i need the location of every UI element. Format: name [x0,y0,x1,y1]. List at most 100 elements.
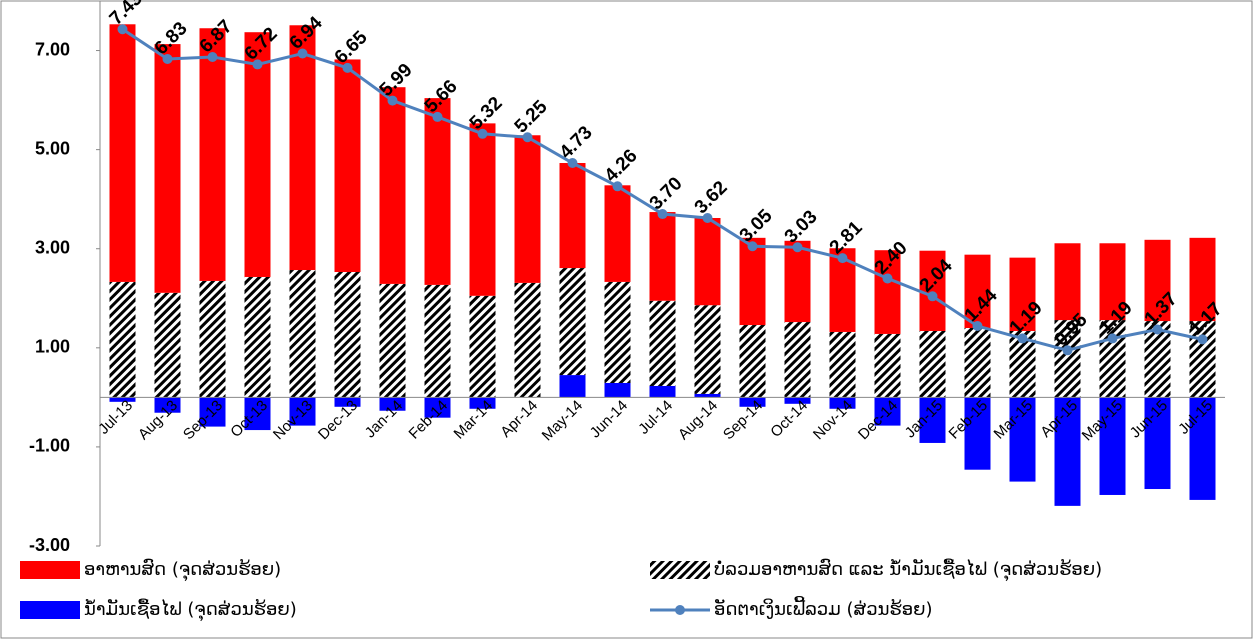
bar [649,300,676,386]
bar [199,397,226,427]
line-marker [342,62,353,73]
bar [1144,397,1171,490]
bar [424,98,451,285]
bar [829,397,856,409]
line-marker [702,213,713,224]
x-tick-label: Aug-14 [675,397,721,443]
bar [469,397,496,409]
line-marker [612,181,623,192]
bar [874,333,901,398]
bar [829,331,856,398]
line-marker [837,253,848,264]
bar [1054,243,1081,321]
line-marker [162,53,173,64]
bar [199,28,226,281]
line-marker [657,209,668,220]
bar [1144,239,1171,322]
line-marker [972,321,983,332]
bar [424,397,451,418]
y-tick-label: 7.00 [35,39,70,59]
bar [604,185,631,282]
bar [334,397,361,407]
bar [694,305,721,394]
x-tick-label: Jul-14 [635,397,676,438]
bar [964,397,991,470]
legend-swatch [20,561,80,579]
bar [289,397,316,426]
line-marker [1017,333,1028,344]
bar [1054,320,1081,398]
bar [559,163,586,269]
bar [1189,397,1216,500]
bar [649,212,676,301]
line-marker [1197,334,1208,345]
data-label: 5.25 [511,96,552,137]
bar [604,382,631,398]
bar [109,24,136,282]
bar [739,397,766,407]
line-marker [477,128,488,139]
legend-label: ອັດຕາເງິນເຟີ້ລວມ (ສ່ວນຮ້ອຍ) [714,597,933,620]
bar [154,292,181,398]
bar [289,270,316,398]
bar [244,397,271,431]
bar [379,397,406,411]
bar [1054,397,1081,506]
bar [514,135,541,283]
bar [1099,243,1126,321]
line-marker [747,241,758,252]
data-label: 3.62 [691,177,732,218]
bar [919,397,946,443]
bar [1099,320,1126,398]
line-marker [567,158,578,169]
y-tick-label: -1.00 [29,436,70,456]
line-marker [1107,333,1118,344]
bar [559,375,586,398]
bar [199,280,226,398]
x-tick-label: May-14 [539,397,586,444]
bar [784,322,811,398]
bar [424,284,451,398]
line-marker [1062,345,1073,356]
line-marker [207,51,218,62]
bar [154,397,181,413]
y-tick-label: 1.00 [35,337,70,357]
line-marker [882,273,893,284]
legend-swatch [650,561,710,579]
x-tick-label: Apr-14 [497,397,541,441]
bar [379,283,406,398]
bar [109,281,136,398]
bar [244,276,271,398]
bar [334,59,361,273]
y-tick-label: 3.00 [35,237,70,257]
bar [649,385,676,398]
bar [154,44,181,293]
bar [469,123,496,296]
bar [694,393,721,398]
legend-swatch [20,601,80,619]
bar [874,397,901,426]
bar [919,330,946,398]
legend-label: ອາຫານສົດ (ຈຸດສ່ວນຮ້ອຍ) [84,558,281,582]
bar [559,268,586,376]
bar [109,397,136,402]
bar [469,295,496,398]
line-marker [252,59,263,70]
line-marker [297,48,308,59]
bar [1099,397,1126,495]
y-tick-label: 5.00 [35,138,70,158]
legend-swatch [675,605,685,615]
bar [874,250,901,334]
bar [919,250,946,331]
bar [1009,257,1036,331]
line-marker [1152,324,1163,335]
x-tick-label: Jul-13 [95,397,136,438]
bar [289,25,316,271]
bar [1189,321,1216,398]
bar [244,32,271,277]
bar [739,325,766,398]
bar [1189,237,1216,322]
line-marker [387,95,398,106]
bar [1009,397,1036,482]
